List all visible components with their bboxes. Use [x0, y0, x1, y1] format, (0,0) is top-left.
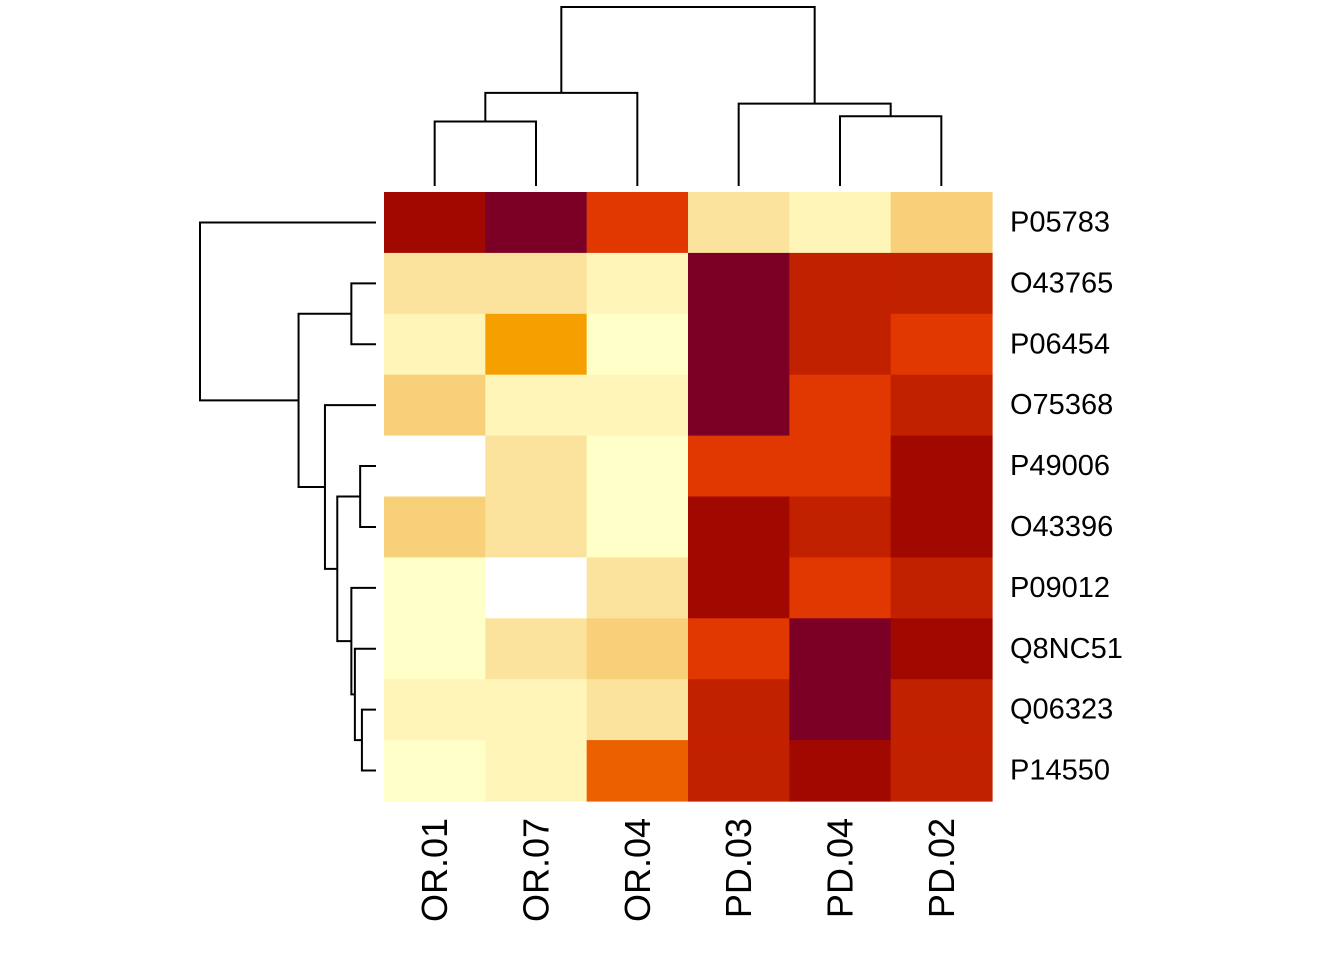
heatmap-cell-Q06323-OR.04 [586, 679, 689, 741]
heatmap-cell-O75368-OR.07 [485, 374, 588, 437]
heatmap-cell-P49006-OR.07 [485, 435, 588, 498]
row-label-P14550: P14550 [1010, 755, 1110, 787]
heatmap-cell-O43765-PD.03 [688, 252, 790, 315]
heatmap-cell-O75368-PD.04 [789, 374, 892, 437]
heatmap-cell-P49006-OR.01 [384, 435, 486, 498]
column-label-PD.04: PD.04 [820, 818, 861, 918]
heatmap-cell-P06454-OR.04 [586, 313, 689, 376]
row-label-O75368: O75368 [1010, 389, 1113, 421]
heatmap-cell-Q06323-PD.04 [789, 679, 892, 741]
heatmap-cell-Q06323-OR.07 [485, 679, 588, 741]
heatmap-cell-P06454-PD.04 [789, 313, 892, 376]
heatmap-cell-P14550-PD.02 [890, 740, 993, 802]
heatmap-cell-O43765-OR.07 [485, 252, 588, 315]
heatmap-cell-O43396-PD.02 [890, 496, 993, 558]
col-dendro-branch-2 [484, 91, 639, 186]
heatmap-cell-O43765-PD.04 [789, 252, 892, 315]
heatmap-cell-P05783-OR.04 [586, 192, 689, 254]
heatmap-cell-P49006-PD.03 [688, 435, 790, 498]
heatmap-cell-P49006-OR.04 [586, 435, 689, 498]
heatmap-cell-P09012-OR.07 [485, 557, 588, 619]
row-dendro-branch-5 [336, 495, 361, 643]
heatmap-cell-O43396-PD.04 [789, 496, 892, 558]
row-dendro-branch-6 [323, 404, 376, 570]
heatmap-cell-P06454-OR.01 [384, 313, 486, 376]
row-label-P09012: P09012 [1010, 572, 1110, 604]
heatmap-cell-P14550-OR.07 [485, 740, 588, 802]
heatmap-cell-P49006-PD.02 [890, 435, 993, 498]
row-label-Q06323: Q06323 [1010, 694, 1113, 726]
heatmap-cell-P09012-OR.04 [586, 557, 689, 619]
row-dendro-branch-3 [353, 647, 376, 742]
row-dendro-branch-0 [350, 282, 376, 346]
row-label-P05783: P05783 [1010, 206, 1110, 238]
heatmap-cell-P06454-PD.02 [890, 313, 993, 376]
row-label-O43765: O43765 [1010, 267, 1113, 299]
column-dendrogram [433, 6, 943, 186]
heatmap-cell-O43396-OR.01 [384, 496, 486, 558]
heatmap-cell-Q8NC51-PD.03 [688, 618, 790, 680]
col-dendro-branch-1 [839, 115, 943, 186]
heatmap-cell-P06454-PD.03 [688, 313, 790, 376]
heatmap-cell-O75368-PD.02 [890, 374, 993, 437]
heatmap-cell-P09012-PD.04 [789, 557, 892, 619]
heatmap-cell-P05783-OR.07 [485, 192, 588, 254]
column-label-OR.01: OR.01 [414, 818, 455, 922]
heatmap-cell-P14550-PD.03 [688, 740, 790, 802]
heatmap-cell-P05783-PD.03 [688, 192, 790, 254]
col-dendro-branch-0 [433, 120, 537, 186]
heatmap-cell-P09012-PD.02 [890, 557, 993, 619]
heatmap-cell-O43396-OR.04 [586, 496, 689, 558]
heatmap-cell-O75368-OR.01 [384, 374, 486, 437]
heatmap-cell-O43765-PD.02 [890, 252, 993, 315]
heatmap-cell-Q8NC51-OR.04 [586, 618, 689, 680]
row-dendrogram [199, 221, 376, 772]
heatmap-cell-P09012-OR.01 [384, 557, 486, 619]
col-dendro-branch-4 [560, 6, 816, 104]
column-label-OR.04: OR.04 [617, 818, 658, 922]
heatmap-cell-Q8NC51-OR.01 [384, 618, 486, 680]
heatmap-cell-O75368-OR.04 [586, 374, 689, 437]
heatmap-cell-P14550-OR.01 [384, 740, 486, 802]
column-label-OR.07: OR.07 [516, 818, 557, 922]
row-labels: P05783 O43765 P06454 O75368 P49006 O43396 P090… [1010, 206, 1123, 786]
heatmap-cell-P14550-PD.04 [789, 740, 892, 802]
heatmap-cell-P05783-PD.02 [890, 192, 993, 254]
heatmap-cell-Q8NC51-OR.07 [485, 618, 588, 680]
row-label-P06454: P06454 [1010, 328, 1110, 360]
row-label-P49006: P49006 [1010, 450, 1110, 482]
column-label-PD.03: PD.03 [718, 818, 759, 918]
heatmap-cell-O43396-PD.03 [688, 496, 790, 558]
heatmap-cell-O43396-OR.07 [485, 496, 588, 558]
heatmap-cell-O43765-OR.04 [586, 252, 689, 315]
heatmap-cell-O75368-PD.03 [688, 374, 790, 437]
heatmap-cell-P06454-OR.07 [485, 313, 588, 376]
heatmap-cells [384, 192, 993, 802]
heatmap-cell-Q06323-OR.01 [384, 679, 486, 741]
row-label-Q8NC51: Q8NC51 [1010, 633, 1123, 665]
column-label-PD.02: PD.02 [921, 818, 962, 918]
heatmap-cell-O43765-OR.01 [384, 252, 486, 315]
heatmap-cell-P05783-PD.04 [789, 192, 892, 254]
heatmap-cell-Q8NC51-PD.02 [890, 618, 993, 680]
heatmap-cell-Q06323-PD.03 [688, 679, 790, 741]
row-dendro-branch-2 [359, 465, 376, 528]
column-labels: OR.01 OR.07 OR.04 PD.03 PD.04 PD.02 [414, 818, 962, 922]
row-dendro-branch-8 [199, 221, 376, 402]
heatmap-cell-P05783-OR.01 [384, 192, 486, 254]
heatmap-cell-Q06323-PD.02 [890, 679, 993, 741]
row-dendro-branch-1 [360, 708, 376, 772]
heatmap-cell-P14550-OR.04 [586, 740, 689, 802]
heatmap-cell-Q8NC51-PD.04 [789, 618, 892, 680]
heatmap-cell-P09012-PD.03 [688, 557, 790, 619]
row-label-O43396: O43396 [1010, 511, 1113, 543]
heatmap-cell-P49006-PD.04 [789, 435, 892, 498]
